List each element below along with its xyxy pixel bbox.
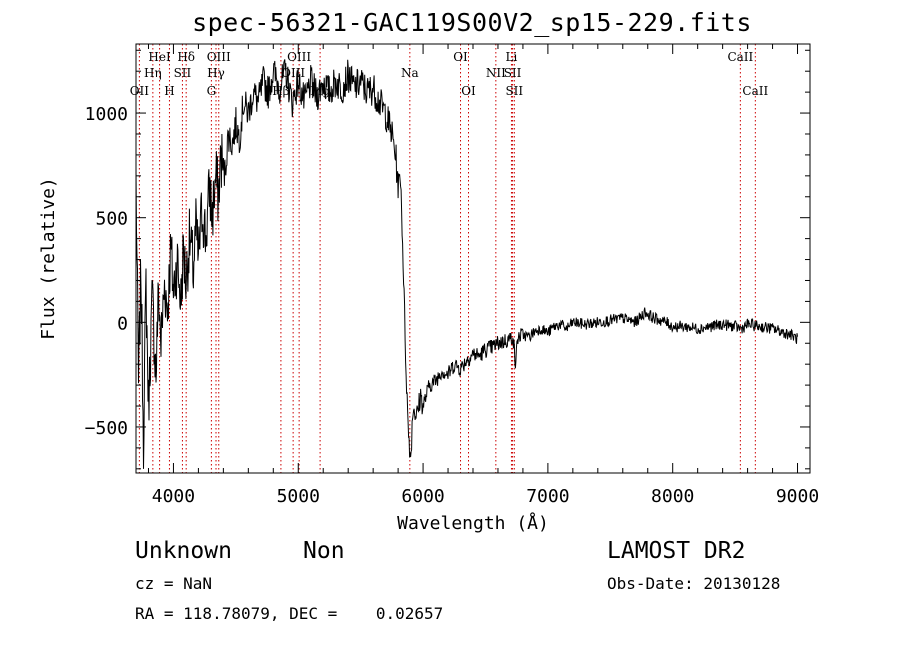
spectrum-line xyxy=(135,59,798,469)
x-tick-label: 9000 xyxy=(776,486,819,507)
x-tick-label: 4000 xyxy=(152,486,195,507)
line-label: OI xyxy=(461,84,476,98)
line-label: Hη xyxy=(144,66,162,80)
y-tick-label: 1000 xyxy=(85,104,128,125)
class-label: Unknown xyxy=(135,538,232,564)
subclass-label: Non xyxy=(303,538,345,564)
line-label: HeI xyxy=(148,50,171,64)
plot-frame xyxy=(135,43,811,474)
line-label: SII xyxy=(174,66,192,80)
line-label: OII xyxy=(130,84,150,98)
chart-title: spec-56321-GAC119S00V2_sp15-229.fits xyxy=(192,8,752,37)
line-label: CaII xyxy=(742,84,768,98)
y-axis-label: Flux (relative) xyxy=(38,177,59,340)
y-ticks: −500 0 500 1000 xyxy=(85,49,810,470)
x-tick-label: 7000 xyxy=(526,486,569,507)
obs-date: Obs-Date: 20130128 xyxy=(607,574,781,593)
y-tick-label: −500 xyxy=(85,418,128,439)
cz-value: cz = NaN xyxy=(135,574,213,593)
line-label: Hγ xyxy=(207,66,225,80)
y-tick-label: 0 xyxy=(117,313,128,334)
line-label: G xyxy=(207,84,217,98)
line-markers xyxy=(138,44,756,473)
y-tick-label: 500 xyxy=(95,209,128,230)
line-label: H xyxy=(164,84,174,98)
line-label: Li xyxy=(506,50,518,64)
line-label: Na xyxy=(401,66,419,80)
survey-label: LAMOST DR2 xyxy=(607,538,746,564)
x-ticks: 4000 5000 6000 7000 8000 9000 xyxy=(147,44,819,507)
line-labels: OIIHηHeIHSIIHδGHγOIIIHβOIIIOIIIMgNaOIOIN… xyxy=(130,50,769,98)
x-tick-label: 6000 xyxy=(401,486,444,507)
line-label: SII xyxy=(504,66,522,80)
line-label: OIII xyxy=(207,50,231,64)
line-label: CaII xyxy=(727,50,753,64)
line-label: OIII xyxy=(287,50,311,64)
x-tick-label: 8000 xyxy=(651,486,694,507)
coordinates: RA = 118.78079, DEC = 0.02657 xyxy=(135,604,444,623)
line-label: OI xyxy=(453,50,468,64)
line-label: NII xyxy=(486,66,506,80)
x-tick-label: 5000 xyxy=(277,486,320,507)
line-label: Hδ xyxy=(177,50,195,64)
line-label: SII xyxy=(505,84,523,98)
x-axis-label: Wavelength (Å) xyxy=(397,512,549,534)
